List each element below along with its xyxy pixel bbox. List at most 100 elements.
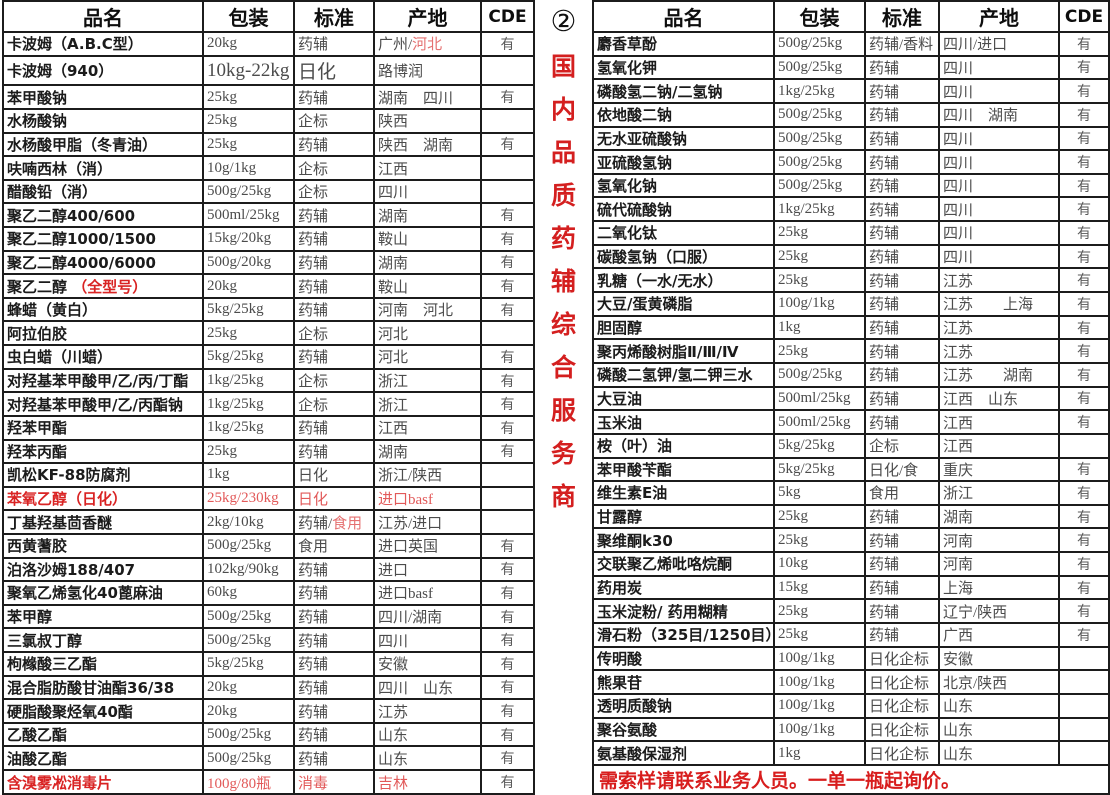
table-row: 三氯叔丁醇 500g/25kg 药辅 四川有 xyxy=(2,627,535,653)
standard-cell: 食用 xyxy=(864,480,940,506)
origin-cell: 浙江 xyxy=(373,367,482,394)
red-text-segment: 河北 xyxy=(412,37,443,54)
standard-cell: 药辅 xyxy=(864,598,940,625)
table-row: 氢氧化钠 500g/25kg 药辅 四川有 xyxy=(592,172,1110,199)
cde-cell: 有 xyxy=(1058,267,1110,294)
packaging-cell: 25kg xyxy=(773,267,866,294)
origin-cell: 河北 xyxy=(373,320,482,347)
packaging-cell: 500g/25kg xyxy=(773,361,866,388)
cde-cell: 有 xyxy=(480,414,535,441)
origin-cell: 江苏 上海 xyxy=(938,291,1060,317)
table-row: 油酸乙酯 500g/25kg 药辅 山东有 xyxy=(2,745,535,772)
product-name-cell: 熊果苷 xyxy=(592,669,775,695)
table-row: 苯甲醇 500g/25kg 药辅 四川/湖南有 xyxy=(2,603,535,630)
text-segment: 聚乙二醇 xyxy=(7,277,73,296)
origin-cell: 江苏 xyxy=(938,338,1060,364)
cde-cell xyxy=(480,485,535,512)
product-name-cell: 丁基羟基茴香醚 xyxy=(2,509,204,535)
origin-cell: 重庆 xyxy=(938,456,1060,483)
product-name-cell: 聚乙二醇 （全型号） xyxy=(2,273,204,299)
table-row: 乙酸乙酯 500g/25kg 药辅 山东有 xyxy=(2,721,535,748)
origin-cell: 江西 xyxy=(938,432,1060,459)
product-name-cell: 蜂蜡（黄白） xyxy=(2,296,204,323)
standard-cell: 药辅 xyxy=(864,409,940,435)
origin-cell: 湖南 xyxy=(373,202,482,229)
standard-cell: 日化企标 xyxy=(864,692,940,719)
standard-cell: 药辅 xyxy=(864,622,940,648)
standard-cell: 药辅 xyxy=(864,527,940,554)
footer-note: 需索样请联系业务人员。一单一瓶起询价。 xyxy=(592,764,1110,795)
packaging-cell: 10kg xyxy=(773,551,866,577)
product-name-cell: 羟苯甲酯 xyxy=(2,414,204,441)
cde-cell xyxy=(1058,740,1110,766)
standard-cell: 药辅 xyxy=(293,296,375,323)
cde-cell: 有 xyxy=(1058,54,1110,81)
table-row: 硫代硫酸钠 1kg/25kg 药辅 四川有 xyxy=(592,196,1110,223)
standard-cell: 药辅 xyxy=(293,745,375,772)
cde-cell xyxy=(480,509,535,535)
product-name-cell: 桉（叶）油 xyxy=(592,432,775,459)
vertical-banner-char: 综 xyxy=(550,310,576,339)
standard-cell: 药辅 xyxy=(864,243,940,270)
table-row: 卡波姆（A.B.C型） 20kg 药辅 广州/河北有 xyxy=(2,31,535,57)
product-name-cell: 苯甲酸苄酯 xyxy=(592,456,775,483)
packaging-cell: 20kg xyxy=(202,674,295,701)
cde-cell: 有 xyxy=(480,202,535,229)
standard-cell: 药辅 xyxy=(293,84,375,110)
table-row: 滑石粉（325目/1250目） 25kg 药辅 广西有 xyxy=(592,622,1110,648)
table-row: 胆固醇 1kg 药辅 江苏有 xyxy=(592,314,1110,341)
table-row: 枸橼酸三乙酯 5kg/25kg 药辅 安徽有 xyxy=(2,651,535,677)
standard-cell: 企标 xyxy=(293,391,375,417)
product-name-cell: 对羟基苯甲酸甲/乙/丙酯钠 xyxy=(2,391,204,417)
header-cell-cde: CDE xyxy=(1058,0,1110,33)
standard-cell: 药辅 xyxy=(864,220,940,246)
origin-cell: 浙江 xyxy=(373,391,482,417)
standard-cell: 日化企标 xyxy=(864,669,940,695)
packaging-cell: 500g/25kg xyxy=(202,532,295,559)
product-name-cell: 卡波姆（940） xyxy=(2,54,204,87)
standard-cell: 药辅 xyxy=(293,249,375,276)
product-name-cell: 大豆油 xyxy=(592,385,775,412)
packaging-cell: 1kg xyxy=(773,314,866,341)
table-row: 药用炭 15kg 药辅 上海有 xyxy=(592,574,1110,601)
packaging-cell: 25kg xyxy=(202,438,295,465)
table-row: 混合脂肪酸甘油酯36/38 20kg 药辅 四川 山东有 xyxy=(2,674,535,701)
origin-cell: 四川 xyxy=(373,178,482,205)
product-name-cell: 交联聚乙烯吡咯烷酮 xyxy=(592,551,775,577)
product-name-cell: 维生素E油 xyxy=(592,480,775,506)
standard-cell: 药辅 xyxy=(864,149,940,175)
product-name-cell: 聚氧乙烯氢化40蓖麻油 xyxy=(2,580,204,606)
table-row: 凯松KF-88防腐剂 1kg 日化 浙江/陕西 xyxy=(2,462,535,488)
table-row: 维生素E油 5kg 食用 浙江有 xyxy=(592,480,1110,506)
product-name-cell: 泊洛沙姆188/407 xyxy=(2,556,204,583)
packaging-cell: 500g/25kg xyxy=(773,101,866,128)
vertical-banner-char: 合 xyxy=(550,353,576,382)
origin-cell: 四川 xyxy=(938,220,1060,246)
packaging-cell: 500g/25kg xyxy=(202,178,295,205)
packaging-cell: 25kg xyxy=(773,503,866,530)
packaging-cell: 100g/1kg xyxy=(773,645,866,672)
origin-cell: 进口 xyxy=(373,556,482,583)
table-row: 含溴雾凇消毒片 100g/80瓶 消毒 吉林有 xyxy=(2,769,535,795)
table-row: 麝香草酚 500g/25kg 药辅/香料 四川/进口有 xyxy=(592,31,1110,57)
product-name-cell: 油酸乙酯 xyxy=(2,745,204,772)
cde-cell: 有 xyxy=(480,556,535,583)
cde-cell: 有 xyxy=(1058,551,1110,577)
cde-cell: 有 xyxy=(480,532,535,559)
table-row: 聚氧乙烯氢化40蓖麻油 60kg 药辅 进口basf 有 xyxy=(2,580,535,606)
product-name-cell: 苯甲酸钠 xyxy=(2,84,204,110)
product-name-cell: 混合脂肪酸甘油酯36/38 xyxy=(2,674,204,701)
packaging-cell: 2kg/10kg xyxy=(202,509,295,535)
standard-cell: 日化企标 xyxy=(864,740,940,766)
standard-cell: 日化/食 xyxy=(864,456,940,483)
cde-cell: 有 xyxy=(1058,361,1110,388)
cde-cell: 有 xyxy=(480,698,535,724)
standard-cell: 药辅 xyxy=(293,721,375,748)
product-name-cell: 聚乙二醇400/600 xyxy=(2,202,204,229)
packaging-cell: 500ml/25kg xyxy=(773,385,866,412)
red-text-segment: 食用 xyxy=(332,515,363,532)
product-name-cell: 氢氧化钾 xyxy=(592,54,775,81)
cde-cell: 有 xyxy=(480,721,535,748)
cde-cell xyxy=(480,108,535,134)
